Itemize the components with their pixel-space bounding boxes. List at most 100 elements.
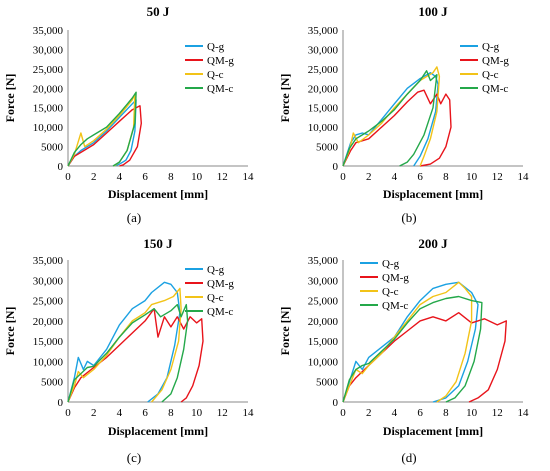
x-tick-label: 14	[518, 407, 530, 419]
x-tick-label: 6	[142, 407, 148, 419]
series-line-q-g	[67, 281, 181, 403]
chart-b-svg: 100 J 0 2 4 6 8 10 12 14 0 5000 10,000 15,000 20,000 2…	[278, 4, 530, 201]
chart-panel-d: 200 J 0 2 4 6 8 10 12 14 0 5000 10,000 15,000 20,000 2…	[275, 236, 550, 471]
y-tick-label: 30,000	[308, 44, 339, 56]
y-tick-label: 10,000	[308, 356, 339, 368]
y-tick-label: 0	[333, 161, 339, 173]
series-line-q-g	[67, 99, 137, 167]
y-tick-label: 20,000	[308, 83, 339, 95]
x-axis-label: Displacement [mm]	[383, 424, 483, 438]
x-tick-label: 6	[417, 171, 423, 183]
x-tick-label: 12	[492, 171, 503, 183]
legend: Q-g QM-g Q-c QM-c	[360, 258, 409, 312]
series-line-q-c	[342, 281, 473, 403]
chart-title: 50 J	[147, 4, 170, 19]
x-tick-label: 0	[65, 171, 71, 183]
y-axis-label: Force [N]	[3, 74, 17, 123]
y-tick-label: 25,000	[308, 296, 339, 308]
chart-title: 200 J	[418, 236, 448, 251]
caption-a: (a)	[126, 210, 142, 225]
x-tick-label: 4	[392, 171, 398, 183]
y-axis-label: Force [N]	[278, 307, 292, 356]
legend-label: Q-c	[207, 69, 224, 81]
x-tick-label: 6	[142, 171, 148, 183]
y-tick-label: 5000	[41, 142, 64, 154]
legend-label: Q-c	[482, 69, 499, 81]
chart-panel-a: 50 J 0 2 4 6 8 10 12 14 0 5000 10,000 15,000 20,000 25…	[0, 0, 275, 235]
y-tick-label: 20,000	[308, 316, 339, 328]
x-tick-label: 4	[117, 171, 123, 183]
legend-label: QM-c	[382, 300, 408, 312]
y-tick-label: 15,000	[33, 103, 64, 115]
legend-label: Q-c	[207, 292, 224, 304]
y-tick-label: 25,000	[308, 64, 339, 76]
y-tick-label: 0	[58, 397, 64, 409]
series-line-qm-g	[67, 105, 142, 167]
y-tick-label: 15,000	[308, 103, 339, 115]
y-tick-label: 10,000	[308, 122, 339, 134]
y-tick-label: 35,000	[33, 25, 64, 37]
series-line-qm-c	[67, 303, 189, 403]
legend-label: QM-c	[207, 83, 233, 95]
legend: Q-g QM-g Q-c QM-c	[185, 264, 234, 318]
y-tick-label: 30,000	[33, 275, 64, 287]
y-tick-label: 10,000	[33, 356, 64, 368]
x-tick-label: 14	[243, 407, 255, 419]
x-tick-label: 0	[340, 407, 346, 419]
y-tick-label: 25,000	[33, 296, 64, 308]
legend: Q-g QM-g Q-c QM-c	[185, 41, 234, 95]
x-tick-label: 0	[340, 171, 346, 183]
y-tick-label: 0	[58, 161, 64, 173]
x-tick-label: 8	[168, 407, 174, 419]
x-tick-label: 8	[443, 171, 449, 183]
legend-label: Q-g	[207, 41, 225, 53]
chart-c-svg: 150 J 0 2 4 6 8 10 12 14 0 5000 10,000 15,000 20,000 2…	[3, 236, 255, 438]
legend-label: QM-g	[207, 55, 234, 67]
legend-label: Q-g	[382, 258, 400, 270]
y-tick-label: 15,000	[308, 336, 339, 348]
y-tick-label: 35,000	[308, 25, 339, 37]
x-tick-label: 10	[191, 407, 203, 419]
caption-c: (c)	[126, 450, 142, 465]
x-tick-label: 6	[417, 407, 423, 419]
legend: Q-g QM-g Q-c QM-c	[460, 41, 509, 95]
chart-title: 150 J	[143, 236, 173, 251]
x-axis-label: Displacement [mm]	[108, 187, 208, 201]
legend-label: QM-g	[482, 55, 509, 67]
x-tick-label: 12	[217, 171, 228, 183]
y-axis-label: Force [N]	[3, 307, 17, 356]
x-tick-label: 10	[466, 407, 478, 419]
chart-a-svg: 50 J 0 2 4 6 8 10 12 14 0 5000 10,000 15,000 20,000 25…	[3, 4, 254, 201]
chart-title: 100 J	[418, 4, 448, 19]
x-tick-label: 12	[492, 407, 503, 419]
legend-label: QM-c	[482, 83, 508, 95]
legend-label: QM-g	[207, 278, 234, 290]
y-tick-label: 30,000	[33, 44, 64, 56]
caption-b: (b)	[401, 210, 417, 225]
series-line-qm-g	[342, 312, 507, 403]
legend-label: Q-c	[382, 286, 399, 298]
x-tick-label: 4	[392, 407, 398, 419]
y-tick-label: 10,000	[33, 122, 64, 134]
x-axis-label: Displacement [mm]	[108, 424, 208, 438]
x-tick-label: 2	[366, 407, 372, 419]
y-tick-label: 5000	[316, 377, 339, 389]
y-tick-label: 25,000	[33, 64, 64, 76]
x-tick-label: 14	[518, 171, 530, 183]
caption-d: (d)	[401, 450, 417, 465]
series-line-qm-c	[342, 70, 438, 167]
series-line-q-g	[342, 72, 439, 167]
x-tick-label: 10	[191, 171, 203, 183]
chart-panel-c: 150 J 0 2 4 6 8 10 12 14 0 5000 10,000 15,000 20,000 2…	[0, 236, 275, 471]
y-tick-label: 5000	[41, 377, 64, 389]
x-tick-label: 8	[168, 171, 174, 183]
series-line-q-c	[342, 66, 441, 167]
x-tick-label: 0	[65, 407, 71, 419]
y-tick-label: 20,000	[33, 83, 64, 95]
series-line-qm-g	[342, 89, 452, 167]
y-tick-label: 5000	[316, 142, 339, 154]
series-line-qm-c	[342, 295, 483, 403]
x-tick-label: 8	[443, 407, 449, 419]
legend-label: Q-g	[482, 41, 500, 53]
y-tick-label: 30,000	[308, 275, 339, 287]
